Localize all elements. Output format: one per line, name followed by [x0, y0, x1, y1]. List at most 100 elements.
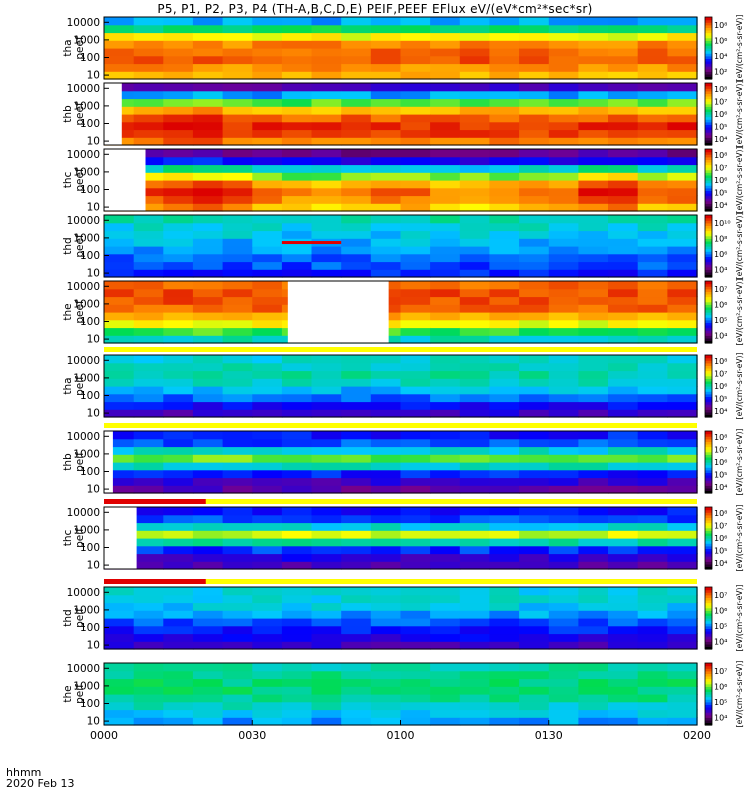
heatmap-cell	[637, 355, 668, 364]
heatmap-cell	[252, 180, 283, 189]
heatmap-cell	[311, 32, 342, 41]
heatmap-cell	[104, 431, 135, 440]
heatmap-cell	[163, 362, 194, 372]
colorbar-step	[705, 615, 712, 619]
heatmap-cell	[281, 625, 313, 635]
heatmap-cell	[548, 269, 580, 278]
heatmap-cell	[133, 187, 164, 197]
colorbar-step	[705, 602, 712, 606]
heatmap-cell	[133, 261, 164, 270]
heatmap-cell	[341, 454, 372, 463]
heatmap-cell	[370, 507, 402, 516]
heatmap-cell	[667, 477, 698, 486]
heatmap-cell	[578, 222, 609, 232]
heatmap-cell	[459, 469, 491, 479]
heatmap-cell	[548, 246, 580, 255]
heatmap-cell	[578, 362, 609, 372]
heatmap-cell	[252, 71, 283, 80]
heatmap-cell	[163, 203, 194, 212]
heatmap-cell	[430, 83, 461, 92]
heatmap-cell	[459, 172, 491, 181]
heatmap-cell	[222, 121, 253, 131]
heatmap-cell	[370, 670, 402, 680]
heatmap-cell	[133, 678, 164, 687]
heatmap-cell	[548, 98, 580, 107]
status-strip	[104, 499, 697, 504]
heatmap-cell	[400, 24, 431, 34]
colorbar-step	[705, 607, 712, 611]
colorbar-step	[705, 691, 712, 695]
heatmap-cell	[163, 507, 194, 516]
heatmap-cell	[667, 587, 698, 596]
heatmap-cell	[311, 469, 342, 479]
heatmap-cell	[163, 538, 194, 547]
heatmap-cell	[252, 17, 283, 26]
heatmap-cell	[341, 694, 372, 703]
heatmap-cell	[281, 462, 313, 471]
heatmap-cell	[519, 355, 550, 364]
colorbar-step	[705, 375, 712, 379]
colorbar-step	[705, 360, 712, 364]
heatmap-cell	[548, 561, 580, 570]
heatmap-cell	[252, 296, 283, 305]
heatmap-cell	[370, 137, 402, 146]
colorbar-step	[705, 208, 712, 212]
heatmap-cell	[370, 83, 402, 92]
heatmap-cell	[252, 355, 283, 364]
heatmap-cell	[104, 55, 135, 65]
heatmap-cell	[192, 709, 224, 718]
heatmap-cell	[252, 553, 283, 562]
heatmap-cell	[489, 678, 520, 687]
heatmap-cell	[192, 393, 224, 403]
heatmap-cell	[133, 545, 164, 555]
heatmap-cell	[459, 386, 491, 395]
heatmap-cell	[578, 594, 609, 604]
colorbar-units-label: [eV/(cm²-s-sr-eV)]	[735, 147, 744, 214]
heatmap-cell	[133, 625, 164, 635]
heatmap-cell	[519, 269, 550, 278]
heatmap-cell	[430, 281, 461, 290]
heatmap-cell	[311, 602, 342, 611]
heatmap-cell	[222, 477, 253, 486]
heatmap-cell	[281, 393, 313, 403]
heatmap-cell	[252, 409, 283, 418]
heatmap-cell	[667, 438, 698, 448]
panel-frame	[103, 148, 698, 212]
heatmap-cell	[459, 312, 491, 321]
heatmap-cell	[667, 281, 698, 290]
heatmap-cell	[637, 335, 668, 344]
heatmap-cell	[252, 106, 283, 115]
heatmap-cell	[192, 610, 224, 619]
heatmap-cell	[192, 48, 224, 57]
heatmap-cell	[370, 709, 402, 718]
heatmap-cell	[430, 678, 461, 687]
heatmap-cell	[548, 469, 580, 479]
heatmap-cell	[548, 717, 580, 726]
heatmap-cell	[400, 678, 431, 687]
heatmap-cell	[133, 694, 164, 703]
heatmap-cell	[430, 269, 461, 278]
heatmap-cell	[548, 261, 580, 270]
heatmap-cell	[459, 507, 491, 516]
heatmap-cell	[548, 17, 580, 26]
panel-ylabel: peif	[74, 528, 86, 548]
heatmap-cell	[667, 63, 698, 72]
heatmap-cell	[104, 618, 135, 627]
heatmap-cell	[608, 327, 639, 336]
heatmap-cell	[370, 717, 402, 726]
heatmap-cell	[222, 485, 253, 494]
heatmap-cell	[133, 594, 164, 604]
heatmap-cell	[637, 401, 668, 410]
heatmap-cell	[459, 203, 491, 212]
heatmap-cell	[252, 678, 283, 687]
colorbar-step	[705, 95, 712, 100]
heatmap-cell	[252, 431, 283, 440]
colorbar-step	[705, 681, 712, 685]
heatmap-cell	[430, 106, 461, 115]
heatmap-cell	[163, 222, 194, 232]
heatmap-cell	[548, 602, 580, 611]
heatmap-cell	[341, 678, 372, 687]
heatmap-cell	[519, 561, 550, 570]
heatmap-cell	[608, 362, 639, 372]
heatmap-cell	[489, 522, 520, 531]
